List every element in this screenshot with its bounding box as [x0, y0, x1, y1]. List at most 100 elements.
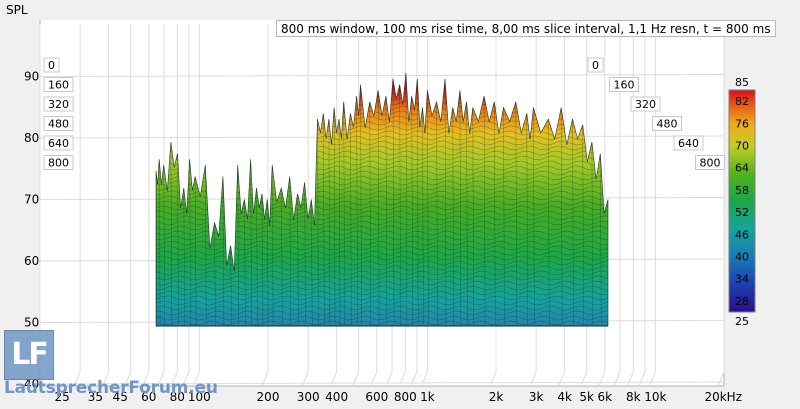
x-tick-label: 6k — [597, 390, 612, 404]
slice-label-right-box — [587, 57, 604, 73]
slice-label-right: 640 — [678, 137, 699, 150]
ridge-line — [343, 103, 345, 326]
site-logo: LF LautsprecherForum.eu — [4, 330, 218, 398]
colorbar-tick-label: 64 — [735, 162, 749, 175]
x-tick-label: 10k — [644, 390, 666, 404]
ridge-line — [311, 201, 313, 326]
ridge-line — [533, 109, 535, 326]
ridge-line — [250, 161, 252, 326]
contour-line — [156, 265, 608, 271]
slice-label-right: 160 — [614, 79, 635, 92]
ridge-line — [377, 92, 380, 326]
contour-line — [156, 245, 608, 251]
ridge-line — [405, 74, 408, 326]
y-axis-label: SPL — [6, 3, 28, 17]
slice-label-left-box — [43, 135, 74, 151]
colorbar-tick-label: 40 — [735, 251, 749, 264]
ridge-line — [582, 126, 584, 326]
ridge-line — [177, 155, 179, 326]
ridge-line — [237, 166, 239, 326]
logo-mark: LF — [4, 330, 54, 380]
ridge-line — [214, 224, 216, 326]
ridge-line — [317, 120, 319, 326]
ridge-line — [194, 178, 197, 326]
ridge-line — [526, 115, 529, 326]
ridge-line — [411, 97, 413, 326]
grid-line-floor — [410, 371, 418, 387]
chart-title: 800 ms window, 100 ms rise time, 8,00 ms… — [276, 20, 776, 37]
slice-label-right: 480 — [657, 118, 678, 131]
x-tick-label: 3k — [529, 390, 544, 404]
ridge-line — [304, 184, 306, 326]
contour-line — [156, 200, 608, 206]
ridge-line — [189, 161, 191, 326]
y-tick-label: 60 — [24, 254, 39, 268]
ridge-line — [548, 120, 550, 326]
colorbar — [728, 89, 756, 313]
contour-line — [156, 305, 608, 311]
slice-label-right: 800 — [700, 157, 721, 170]
contour-line — [156, 270, 608, 276]
colorbar-tick-label: 28 — [735, 295, 749, 308]
grid-line-floor — [489, 371, 497, 387]
ridge-line — [436, 103, 438, 326]
slice-label-left: 320 — [48, 98, 69, 111]
grid-line-floor — [370, 371, 378, 387]
x-tick-label: 20kHz — [704, 390, 742, 404]
ridge-line — [572, 120, 574, 326]
y-tick-label: 80 — [24, 131, 39, 145]
ridge-line — [333, 109, 336, 326]
logo-text: LautsprecherForum.eu — [4, 378, 218, 398]
contour-line — [156, 300, 608, 306]
ridge-line — [256, 189, 258, 326]
ridge-line — [385, 97, 388, 326]
ridge-line — [472, 109, 475, 326]
slice-label-right-box — [652, 116, 682, 131]
ridge-line — [222, 178, 225, 326]
x-tick-label: 60 — [141, 390, 156, 404]
x-tick-label: 400 — [325, 390, 348, 404]
ridge-line — [338, 120, 341, 326]
ridge-line — [289, 178, 291, 326]
slice-label-left: 160 — [48, 79, 69, 92]
ridge-line — [452, 109, 454, 326]
contour-line — [156, 225, 608, 231]
contour-line — [156, 215, 608, 221]
grid-line-floor — [648, 371, 656, 387]
slice-label-right-box — [630, 96, 661, 112]
ridge-line — [483, 97, 486, 326]
y-tick-label: 90 — [24, 70, 39, 84]
contour-line — [156, 250, 608, 256]
slice-label-right: 0 — [592, 59, 599, 72]
ridge-line — [417, 80, 419, 326]
grid-line-horizontal — [39, 74, 725, 77]
colorbar-min-label: 25 — [735, 315, 749, 328]
ridge-line — [600, 155, 602, 326]
grid-line-floor — [398, 371, 406, 387]
contour-line — [156, 315, 608, 321]
ridge-line — [323, 115, 325, 326]
ridge-line — [230, 247, 232, 326]
y-axis-ticks: 40 50 60 70 80 90 — [24, 70, 39, 392]
ridge-line — [427, 92, 429, 326]
grid-line-floor — [598, 371, 606, 387]
ridge-line — [297, 195, 299, 326]
ridge-line — [328, 120, 331, 326]
slice-label-left-box — [43, 57, 60, 73]
ridge-line — [356, 97, 358, 326]
x-tick-label: 8k — [626, 390, 641, 404]
contour-line — [156, 195, 608, 201]
colorbar-tick-label: 52 — [735, 206, 749, 219]
x-tick-label: 4k — [557, 390, 572, 404]
grid-line-floor — [385, 371, 393, 387]
ridge-line — [515, 103, 518, 326]
grid-line-floor — [580, 371, 588, 387]
contour-line — [156, 260, 608, 266]
ridge-line — [205, 166, 207, 326]
colorbar-tick-label: 58 — [735, 184, 749, 197]
y-tick-label: 40 — [24, 377, 39, 391]
x-tick-label: 2k — [489, 390, 504, 404]
ridge-line — [271, 166, 274, 326]
colorbar-tick-label: 70 — [735, 140, 749, 153]
